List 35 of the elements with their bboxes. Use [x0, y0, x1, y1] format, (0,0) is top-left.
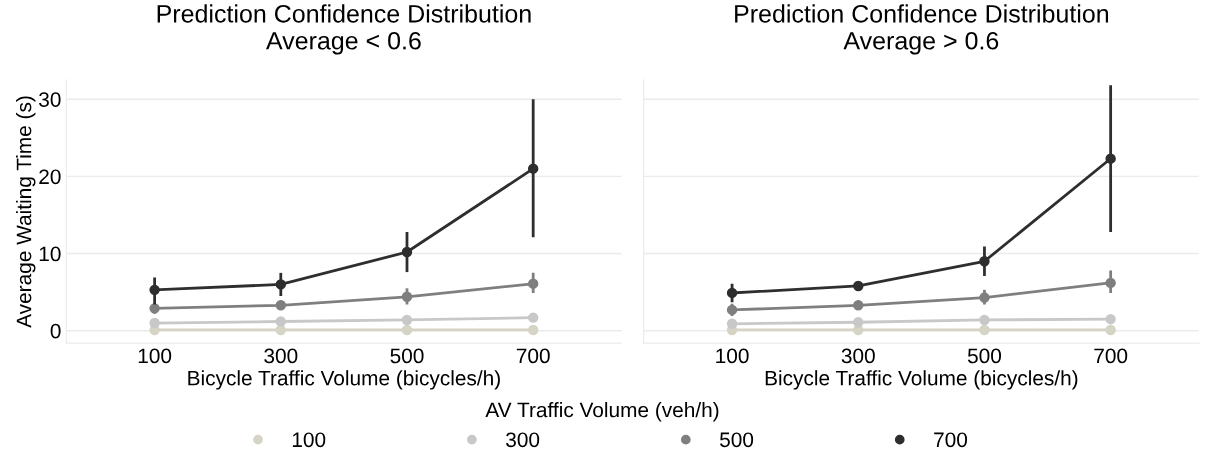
y-tick-label: 10	[39, 246, 61, 262]
point	[853, 280, 864, 292]
x-tick-label: 500	[390, 348, 424, 364]
point	[726, 318, 738, 330]
x-tick-label: 100	[716, 348, 749, 364]
x-tick-label: 300	[264, 348, 298, 364]
x-axis-title: Bicycle Traffic Volume (bicycles/h)	[765, 370, 1078, 390]
y-axis-title: Average Waiting Time (s)	[16, 96, 36, 328]
x-tick-label: 700	[1094, 348, 1128, 364]
x-tick-label: 100	[138, 348, 172, 364]
point	[401, 314, 413, 326]
x-axis-title: Bicycle Traffic Volume (bicycles/h)	[188, 370, 500, 390]
x-tick-label: 500	[967, 348, 1002, 364]
point	[979, 314, 990, 326]
point	[149, 317, 160, 329]
point	[275, 316, 287, 327]
legend-title: AV Traffic Volume (veh/h)	[485, 401, 719, 422]
chart-title: Prediction Confidence Distribution Average < 0.6	[157, 4, 531, 55]
point	[979, 324, 990, 336]
point	[527, 312, 539, 323]
y-tick-label: 30	[39, 92, 61, 107]
point	[527, 324, 539, 336]
point	[401, 324, 413, 336]
legend-label: 500	[720, 432, 754, 448]
point	[853, 317, 864, 328]
point	[1105, 313, 1116, 325]
x-tick-label: 300	[841, 348, 875, 364]
legend-label: 300	[506, 432, 540, 448]
legend-label: 700	[934, 432, 968, 448]
legend-label: 100	[292, 432, 326, 448]
point	[1105, 324, 1116, 336]
y-tick-label: 0	[50, 323, 61, 339]
y-tick-label: 20	[39, 169, 61, 185]
chart-title: Prediction Confidence Distribution Average > 0.6	[735, 4, 1109, 55]
x-tick-label: 700	[516, 348, 550, 364]
